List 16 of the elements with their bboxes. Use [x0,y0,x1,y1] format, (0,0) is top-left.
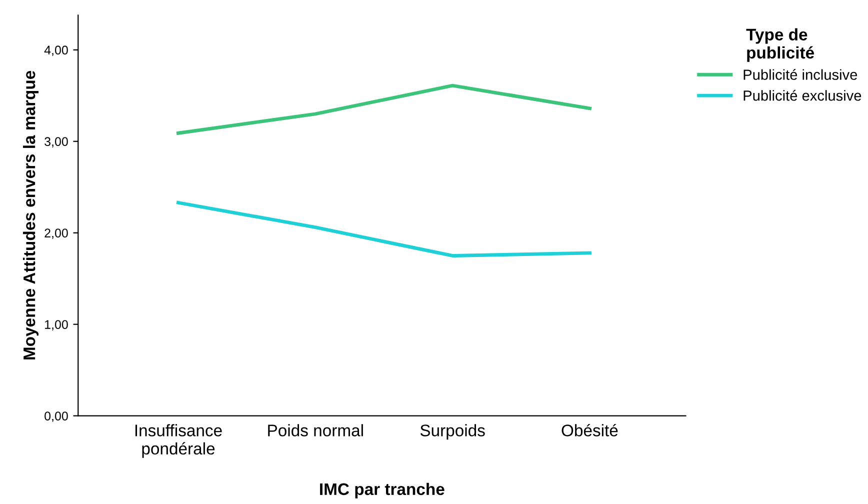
legend-label: Publicité exclusive [744,90,862,101]
y-tick-label: 1,00 [45,320,68,330]
legend-label: Publicité inclusive [744,69,858,80]
x-axis-title: IMC par tranche [320,482,444,498]
x-tick-label: Surpoids [420,424,485,440]
x-tick-label: Poids normal [268,424,363,436]
line-series [176,84,592,135]
x-tick-label: Obésité [562,424,618,436]
y-tick-label: 0,00 [44,412,68,422]
y-axis-title: Moyenne Attitudes envers la marque [22,70,39,360]
y-tick-label: 3,00 [44,137,68,148]
x-tick-label: Insuffisance pondérale [135,424,222,458]
legend-title: Type de publicité [746,28,814,62]
y-tick-label: 4,00 [44,46,68,56]
line-series [176,200,592,258]
y-tick-label: 2,00 [44,228,68,239]
